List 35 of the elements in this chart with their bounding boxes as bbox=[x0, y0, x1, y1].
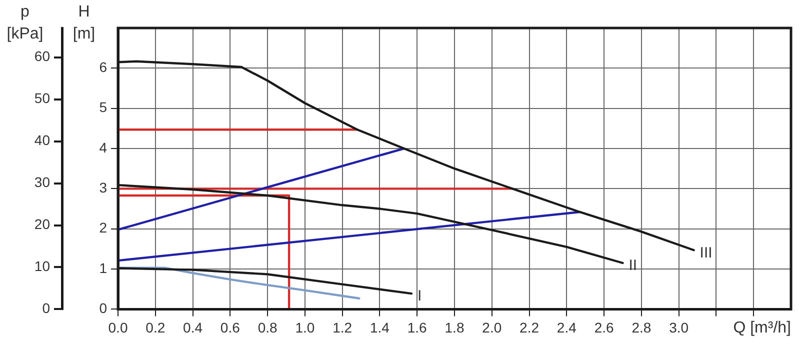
x-axis-title: Q [m³/h] bbox=[733, 320, 791, 337]
y2-axis-title: p [kPa] bbox=[6, 3, 44, 42]
x-tick-label: 0.8 bbox=[258, 319, 278, 336]
y-tick-label: 6 bbox=[99, 59, 108, 76]
x-tick-label: 0.6 bbox=[220, 319, 240, 336]
x-tick-label: 2.2 bbox=[520, 319, 540, 336]
x-tick-label: 2.0 bbox=[482, 319, 502, 336]
x-tick-label: 1.4 bbox=[370, 319, 390, 336]
x-tick-label: 1.8 bbox=[444, 319, 464, 336]
y2-tick-label: 30 bbox=[34, 174, 50, 190]
y-tick-label: 4 bbox=[99, 139, 108, 156]
x-tick-label: 1.2 bbox=[332, 319, 352, 336]
series-label: III bbox=[700, 244, 712, 262]
y2-tick-label: 10 bbox=[34, 258, 50, 274]
x-tick-label: 0.4 bbox=[183, 319, 203, 336]
y2-tick-label: 20 bbox=[34, 216, 50, 232]
x-tick-label: 0.0 bbox=[108, 319, 128, 336]
y-tick-label: 1 bbox=[99, 260, 108, 276]
x-tick-label: 2.8 bbox=[632, 319, 652, 336]
x-tick-label: 1.0 bbox=[295, 319, 315, 336]
x-tick-label: 3.0 bbox=[669, 319, 689, 336]
y2-tick-label: 50 bbox=[34, 90, 50, 106]
y-tick-label: 3 bbox=[99, 180, 108, 196]
x-tick-label: 2.6 bbox=[594, 319, 614, 336]
y2-tick-label: 60 bbox=[34, 48, 50, 64]
series-label: I bbox=[418, 288, 422, 305]
x-tick-label: 1.6 bbox=[407, 319, 428, 336]
y2-tick-label: 40 bbox=[34, 132, 50, 148]
x-tick-label: 2.4 bbox=[556, 319, 577, 336]
x-tick-label: 0.2 bbox=[146, 319, 166, 336]
y-axis-title: H [m] bbox=[72, 3, 96, 42]
y-tick-label: 2 bbox=[99, 220, 108, 236]
y-tick-label: 0 bbox=[99, 300, 108, 316]
y2-tick-label: 0 bbox=[42, 300, 50, 316]
y-tick-label: 5 bbox=[99, 99, 108, 116]
